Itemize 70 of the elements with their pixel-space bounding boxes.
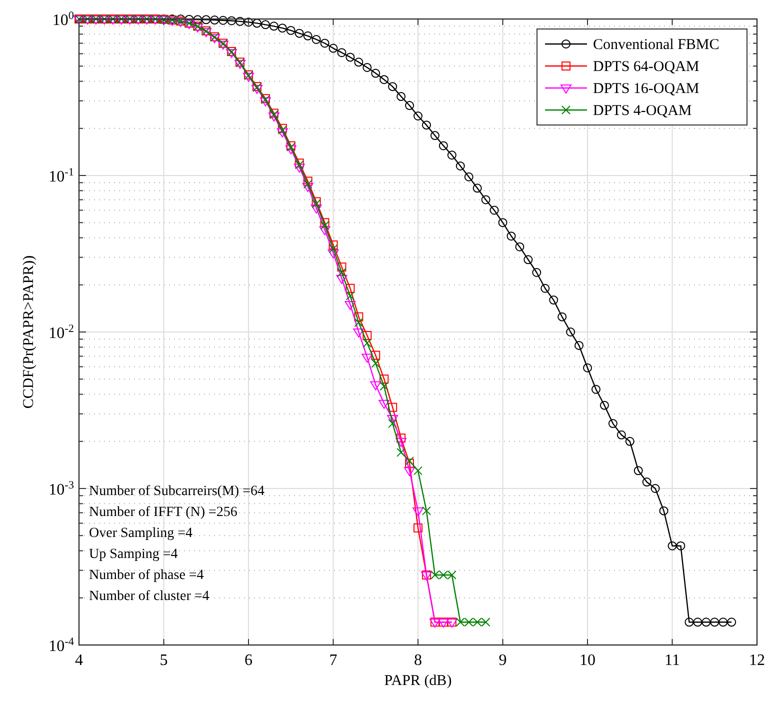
annotation: Over Sampling =4 <box>89 526 193 541</box>
point <box>319 226 330 236</box>
annotation: Up Samping =4 <box>89 547 178 562</box>
x-tick-label: 9 <box>498 652 507 669</box>
x-tick-label: 8 <box>414 652 422 669</box>
point <box>354 312 364 322</box>
point <box>302 183 314 192</box>
annotation: Number of IFFT (N) =256 <box>89 505 238 520</box>
point <box>353 328 364 338</box>
point <box>320 220 330 230</box>
point <box>370 381 382 390</box>
x-tick-label: 7 <box>329 652 338 669</box>
x-tick-label: 11 <box>664 652 680 669</box>
point <box>412 507 424 516</box>
x-tick-label: 10 <box>580 652 596 669</box>
y-tick-label: 10$^{-1}$ <box>48 166 74 186</box>
point <box>337 268 346 277</box>
point <box>344 300 356 310</box>
point <box>320 218 330 228</box>
point <box>414 523 422 532</box>
point <box>396 448 406 457</box>
x-tick-label: 6 <box>244 652 252 669</box>
point <box>396 438 407 447</box>
legend-label: Conventional FBMC <box>593 37 720 53</box>
point <box>346 284 355 293</box>
y-axis-title: CCDF(Pr(PAPR>PAPR)) <box>21 255 37 409</box>
point <box>328 249 339 258</box>
point <box>337 262 346 272</box>
point <box>388 402 398 412</box>
annotation: Number of Subcarreirs(M) =64 <box>89 484 264 499</box>
annotation: Number of cluster =4 <box>89 589 210 604</box>
point <box>328 240 338 250</box>
point <box>362 354 373 363</box>
point <box>378 400 390 409</box>
point <box>388 419 398 428</box>
y-tick-label: 10$^{-3}$ <box>48 480 74 498</box>
point <box>303 176 312 186</box>
point <box>303 180 312 189</box>
point <box>380 374 389 384</box>
point <box>405 458 414 468</box>
point <box>405 456 414 466</box>
x-tick-label: 12 <box>749 652 765 669</box>
point <box>294 164 305 173</box>
point <box>396 434 406 443</box>
annotation: Number of phase =4 <box>89 568 204 583</box>
legend-label: DPTS 16-OQAM <box>593 81 700 97</box>
point <box>354 318 364 327</box>
point <box>404 467 416 476</box>
point <box>371 358 380 368</box>
x-tick-label: 4 <box>75 652 83 669</box>
legend-label: DPTS 64-OQAM <box>593 59 700 75</box>
point <box>310 204 322 214</box>
legend-label: DPTS 4-OQAM <box>593 103 692 119</box>
point <box>362 338 372 348</box>
point <box>371 350 380 360</box>
point <box>380 382 389 391</box>
point <box>346 291 355 300</box>
point <box>285 145 296 154</box>
y-tick-label: 10$^{-2}$ <box>48 323 74 342</box>
point <box>422 506 431 516</box>
point <box>362 330 372 340</box>
y-tick-label: 10$^{-4}$ <box>48 636 74 655</box>
x-axis-title: PAPR (dB) <box>384 673 452 689</box>
y-tick-label: 10$^{0}$ <box>52 10 74 29</box>
point <box>328 244 338 254</box>
point <box>276 128 288 138</box>
point <box>336 274 348 284</box>
x-tick-label: 5 <box>160 652 168 669</box>
point <box>414 466 422 476</box>
point <box>387 415 398 424</box>
